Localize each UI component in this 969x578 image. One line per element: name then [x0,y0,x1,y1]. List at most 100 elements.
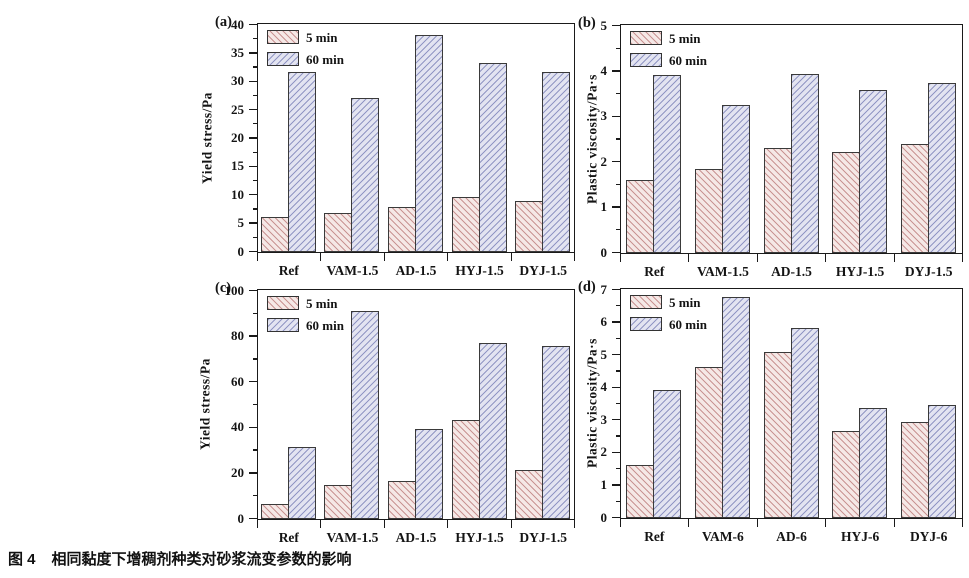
x-axis-tick [447,253,449,261]
bar-60-min-vam-1-5-b [721,105,750,253]
x-axis-tick [383,253,385,261]
x-axis-tick [319,253,322,261]
legend-swatch-60-min [267,52,299,66]
panel-label-c: (c) [215,280,232,296]
y-major-tick [249,472,257,474]
bar-5-min-hyj-1-5-c [451,419,480,519]
legend-label-60-min: 60 min [669,316,707,332]
y-major-tick [612,70,620,72]
y-tick-label-0: 0 [600,244,608,260]
y-major-tick [249,289,257,292]
bar-5-min-hyj-1-5-b [832,152,861,253]
x-category-label-hyj-6-d: HYJ-6 [840,529,880,544]
y-minor-tick [252,312,257,314]
y-tick-label-40: 40 [231,16,244,32]
legend-swatch-5-min [267,30,299,44]
y-tick-label-40: 40 [231,419,244,435]
y-major-tick [249,426,257,428]
x-axis-tick [447,520,449,528]
y-tick-label-80: 80 [231,328,244,344]
legend-row-5-min: 5 min [267,29,344,45]
y-tick-label-1: 1 [600,199,608,215]
bar-60-min-ad-1-5-b [790,73,819,253]
legend-label-5-min: 5 min [669,30,701,46]
y-minor-tick [252,123,257,125]
y-minor-tick [615,370,620,372]
y-tick-label-20: 20 [231,130,244,145]
x-axis-tick [573,253,575,261]
bar-60-min-ref-c [287,446,316,519]
y-minor-tick [615,435,620,437]
y-major-tick [249,194,257,196]
x-category-label-ref-a: Ref [278,263,299,278]
legend-swatch-5-min [267,296,299,310]
y-minor-tick [615,467,620,470]
bar-5-min-dyj-1-5-a [515,201,544,252]
legend-a: 5 min 60 min [267,29,344,73]
legend-label-60-min: 60 min [669,52,707,68]
y-tick-label-35: 35 [231,44,244,60]
x-axis-tick [687,519,690,527]
legend-label-5-min: 5 min [306,295,338,311]
y-tick-label-7: 7 [600,281,608,297]
y-tick-label-0: 0 [237,510,245,526]
panel-label-b: (b) [578,15,596,31]
plot-frame-c [257,289,575,520]
chart-panel-a: (a) Yield stress/Pa 0 5 10 15 20 25 30 35 40 Ref VAM… [200,14,575,278]
bar-60-min-ad-1-5-a [415,35,443,252]
plot-frame-d [620,288,963,519]
x-axis-tick [687,254,690,262]
x-category-label-hyj-1-5-b: HYJ-1.5 [835,264,885,279]
bar-60-min-dyj-1-5-c [542,345,571,519]
y-major-tick [612,516,620,519]
x-axis-tick [620,519,622,527]
plot-frame-b [620,24,963,254]
y-major-tick [249,222,257,224]
y-minor-tick [615,138,620,140]
bar-60-min-ref-a [287,71,316,252]
legend-row-5-min: 5 min [630,30,707,46]
x-category-label-dyj-1-5-a: DYJ-1.5 [519,263,567,278]
y-major-tick [249,108,257,111]
legend-label-5-min: 5 min [306,29,338,45]
y-major-tick [612,451,620,453]
x-category-label-ad-1-5-c: AD-1.5 [395,530,437,545]
x-axis-tick [383,520,385,528]
x-category-label-ad-6-d: AD-6 [776,529,807,544]
x-axis-tick [825,254,827,262]
y-tick-label-4: 4 [600,379,608,395]
bar-60-min-dyj-1-5-b [927,83,956,253]
y-minor-tick [252,208,257,210]
y-minor-tick [615,402,620,405]
x-category-label-vam-1-5-c: VAM-1.5 [326,530,379,545]
legend-d: 5 min 60 min [630,294,707,338]
bar-60-min-ref-d [653,390,682,518]
x-category-label-dyj-1-5-c: DYJ-1.5 [519,530,567,545]
x-axis-tick [825,519,827,527]
y-tick-label-5: 5 [237,215,245,231]
figure-caption: 图 4 相同黏度下增稠剂种类对砂浆流变参数的影响 [8,548,352,569]
y-axis-title-c: Yield stress/Pa [197,358,213,451]
bar-60-min-vam-1-5-a [351,98,380,252]
bar-60-min-dyj-1-5-a [542,72,571,252]
y-minor-tick [252,495,257,497]
chart-panel-c: (c) Yield stress/Pa 0 20 40 60 80 100 Ref VAM-1.5… [198,280,575,545]
y-tick-label-0: 0 [237,243,245,259]
legend-row-60-min: 60 min [267,317,344,333]
x-category-label-ad-1-5-b: AD-1.5 [771,264,812,279]
legend-label-60-min: 60 min [306,51,344,67]
y-tick-label-1: 1 [600,476,608,492]
bar-5-min-hyj-1-5-a [451,197,480,252]
caption-number: 图 4 [8,551,36,568]
y-tick-label-10: 10 [231,186,244,202]
legend-label-5-min: 5 min [669,294,701,310]
x-axis-tick [961,519,963,527]
y-major-tick [249,137,257,139]
y-major-tick [249,335,257,337]
bar-5-min-ad-1-5-c [388,480,416,519]
x-axis-tick [893,519,896,527]
bar-60-min-ad-6-d [790,327,819,518]
x-category-label-hyj-1-5-c: HYJ-1.5 [455,530,504,545]
y-major-tick [612,161,620,163]
